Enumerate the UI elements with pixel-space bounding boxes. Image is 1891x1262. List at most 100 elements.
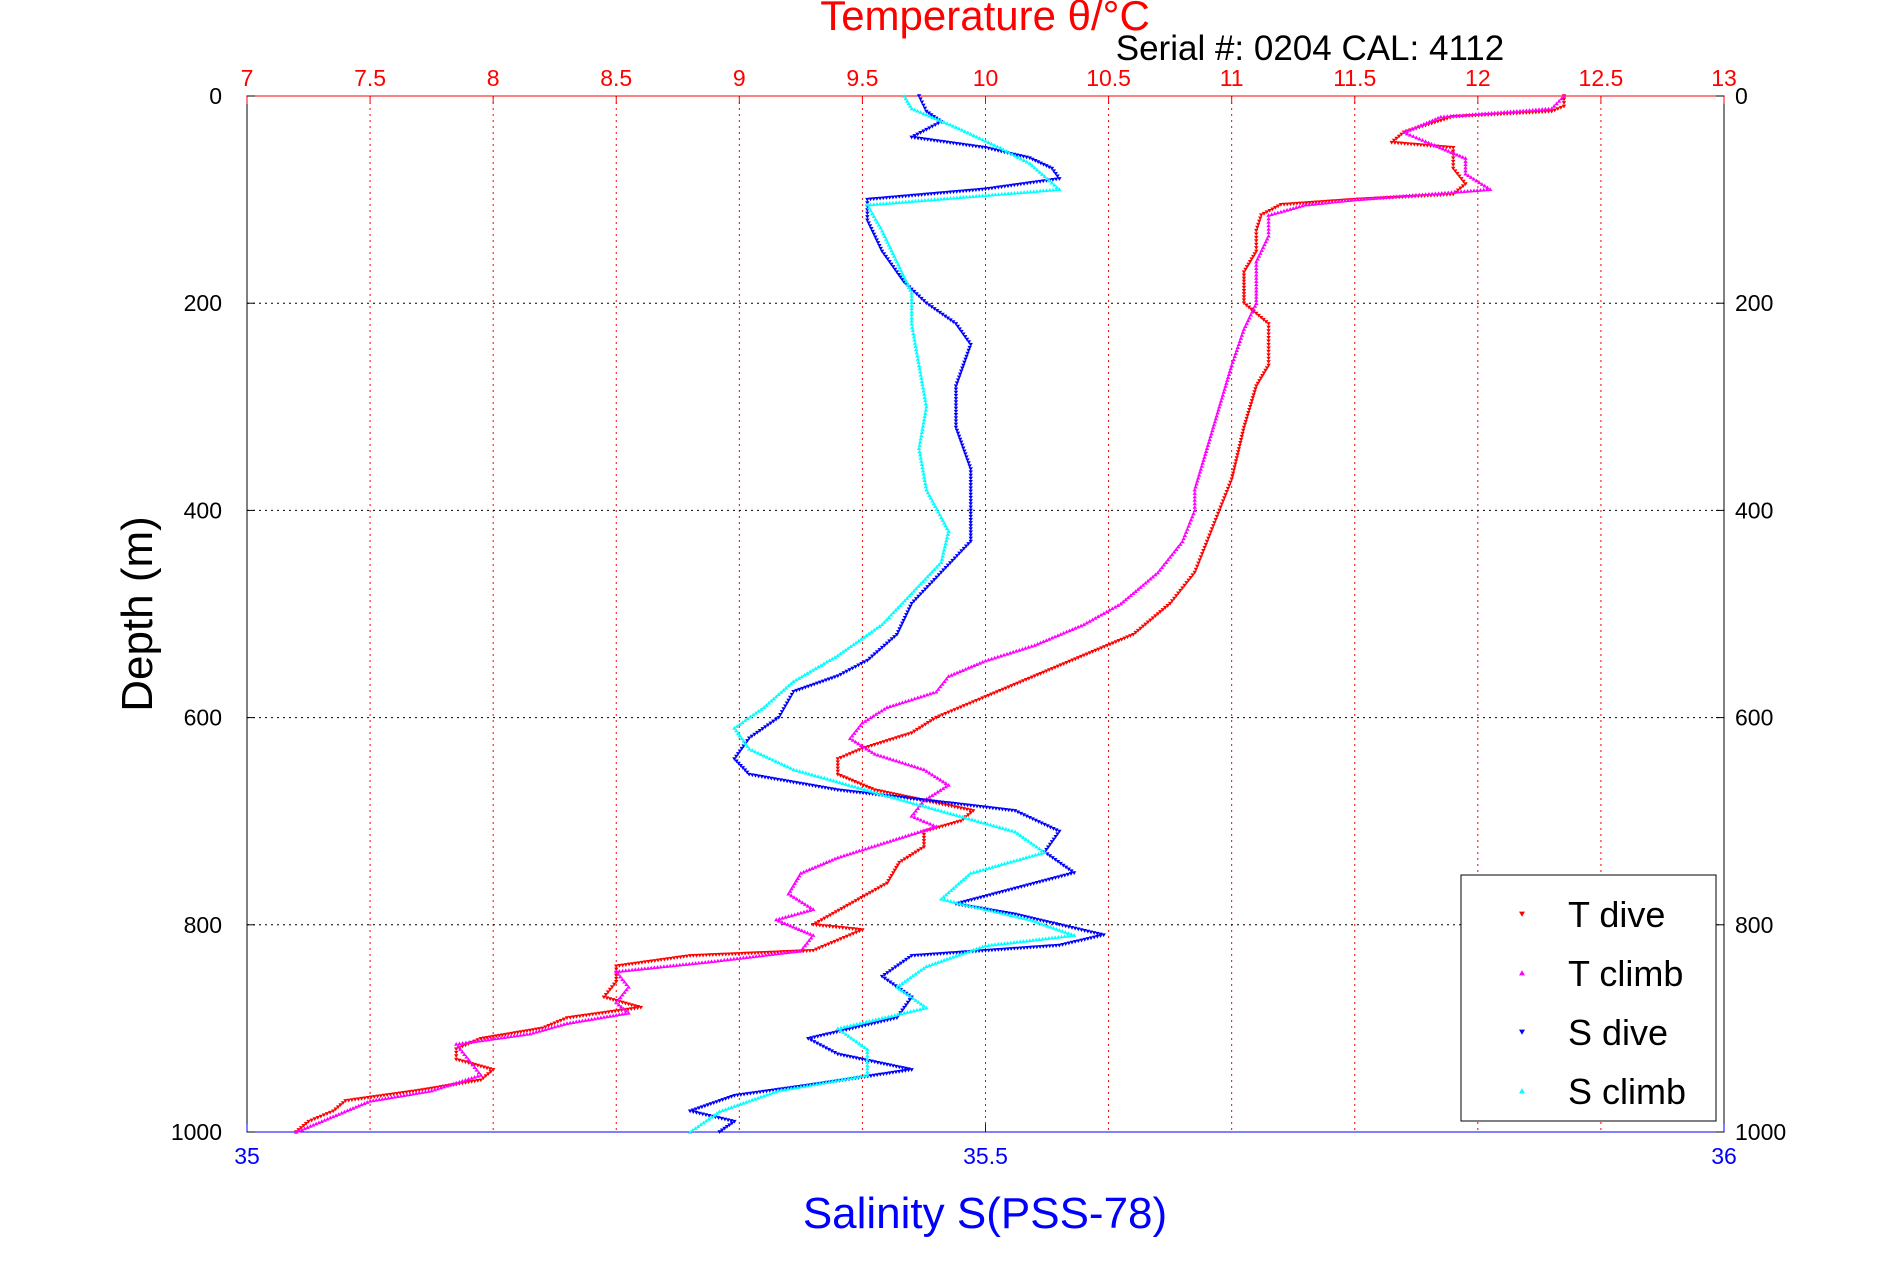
data-point-t-climb	[511, 1033, 517, 1038]
data-point-t-dive	[1317, 200, 1322, 205]
data-point-t-dive	[1549, 109, 1554, 114]
data-point-t-dive	[564, 1016, 570, 1021]
data-point-t-climb	[1150, 574, 1156, 579]
data-point-s-climb	[909, 300, 914, 304]
data-point-s-dive	[790, 1085, 795, 1090]
data-point-t-climb	[804, 909, 810, 913]
data-point-t-climb	[944, 676, 949, 681]
data-point-s-climb	[968, 871, 973, 875]
data-point-t-dive	[662, 957, 667, 962]
data-point-t-dive	[609, 1009, 615, 1014]
data-point-t-climb	[401, 1093, 407, 1097]
data-point-t-climb	[1209, 431, 1214, 436]
data-point-t-dive	[1174, 594, 1179, 598]
data-point-s-climb	[872, 627, 877, 632]
data-point-t-climb	[873, 712, 879, 716]
data-point-s-climb	[1015, 190, 1020, 195]
data-point-s-dive	[930, 799, 935, 804]
data-point-t-climb	[747, 954, 753, 959]
data-point-s-climb	[929, 569, 935, 574]
data-point-s-climb	[1006, 827, 1012, 832]
data-point-t-climb	[754, 954, 759, 958]
data-point-s-climb	[914, 1007, 920, 1012]
data-point-s-climb	[965, 130, 970, 135]
data-point-t-climb	[1452, 189, 1457, 194]
data-point-s-climb	[877, 791, 882, 796]
data-point-s-dive	[714, 1100, 719, 1104]
data-point-t-climb	[460, 1078, 465, 1083]
data-point-t-dive	[512, 1031, 517, 1036]
data-point-t-climb	[633, 967, 638, 972]
data-point-s-climb	[925, 490, 931, 495]
data-point-s-dive	[1030, 157, 1035, 162]
data-point-s-climb	[813, 666, 818, 671]
data-point-s-dive	[898, 624, 904, 629]
data-point-s-dive	[1033, 158, 1038, 163]
data-point-t-climb	[1192, 491, 1197, 495]
data-point-s-climb	[746, 746, 752, 751]
data-point-s-climb	[1002, 911, 1007, 916]
data-point-s-dive	[780, 1087, 785, 1091]
data-point-t-climb	[1440, 146, 1446, 151]
data-point-t-climb	[1291, 206, 1296, 210]
data-point-s-dive	[1039, 821, 1044, 826]
data-point-t-climb	[690, 961, 695, 966]
data-point-t-climb	[946, 674, 951, 678]
data-point-t-dive	[1266, 360, 1271, 364]
data-point-s-climb	[991, 823, 996, 828]
data-point-s-climb	[983, 138, 988, 143]
data-point-t-dive	[917, 726, 923, 730]
data-point-s-climb	[921, 474, 927, 479]
data-point-s-dive	[976, 145, 982, 149]
data-point-t-climb	[1336, 199, 1341, 204]
data-point-s-dive	[900, 1008, 905, 1013]
data-point-s-dive	[953, 387, 959, 392]
data-point-s-dive	[983, 187, 988, 192]
data-point-s-dive	[955, 802, 961, 807]
data-point-t-dive	[897, 735, 902, 740]
data-point-t-dive	[1314, 200, 1319, 205]
data-point-t-dive	[742, 951, 748, 956]
data-point-t-climb	[1388, 194, 1393, 199]
data-point-s-climb	[934, 507, 939, 511]
data-point-s-dive	[878, 1072, 883, 1077]
data-point-s-climb	[737, 722, 742, 726]
data-point-s-dive	[926, 303, 932, 308]
data-point-t-climb	[1463, 159, 1468, 164]
data-point-t-dive	[1245, 413, 1250, 418]
data-point-s-dive	[913, 597, 919, 601]
data-point-t-climb	[900, 760, 905, 765]
data-point-t-climb	[1101, 611, 1107, 615]
data-point-s-dive	[885, 257, 890, 262]
data-point-s-climb	[923, 576, 928, 581]
data-point-s-climb	[923, 401, 929, 406]
data-point-t-dive	[1135, 628, 1141, 633]
data-point-t-dive	[1254, 235, 1259, 240]
data-point-s-dive	[952, 556, 958, 561]
data-point-s-dive	[887, 969, 893, 973]
data-point-t-climb	[936, 687, 941, 691]
data-point-t-climb	[1181, 536, 1186, 541]
data-point-s-dive	[943, 800, 948, 805]
data-point-s-dive	[865, 211, 870, 216]
data-point-t-dive	[1201, 549, 1206, 553]
data-point-t-dive	[1304, 201, 1309, 205]
data-point-t-climb	[527, 1031, 533, 1036]
data-point-s-climb	[788, 681, 794, 686]
data-point-s-climb	[941, 520, 947, 525]
data-point-s-dive	[973, 188, 979, 193]
data-point-s-climb	[756, 709, 761, 713]
data-point-s-dive	[960, 189, 966, 194]
data-point-s-dive	[744, 770, 750, 775]
data-point-t-climb	[319, 1119, 324, 1124]
salinity-tick-label: 35.5	[963, 1143, 1008, 1169]
data-point-s-dive	[897, 195, 902, 199]
data-point-t-dive	[937, 714, 942, 719]
data-point-t-climb	[1188, 517, 1194, 522]
data-point-s-climb	[900, 199, 905, 204]
data-point-t-dive	[881, 740, 887, 744]
data-point-s-dive	[914, 292, 919, 296]
data-point-s-dive	[1055, 832, 1060, 837]
data-point-s-dive	[951, 190, 956, 195]
data-point-s-dive	[732, 1093, 737, 1098]
